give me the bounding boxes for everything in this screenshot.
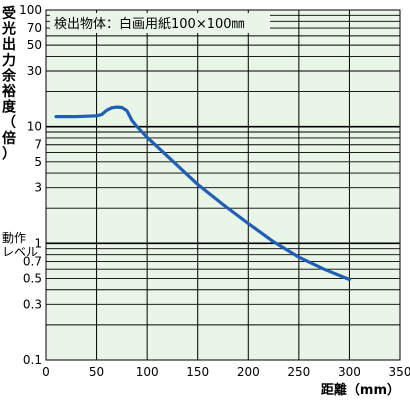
series-line <box>54 105 351 282</box>
y-tick-label: 7 <box>34 138 42 152</box>
y-axis-label-char: 余 <box>1 67 17 84</box>
x-tick-label: 50 <box>89 365 104 379</box>
y-tick-label: 0.3 <box>23 297 42 311</box>
y-tick-label: 3 <box>34 181 42 195</box>
y-axis-label-char: 受 <box>2 5 16 22</box>
x-tick-labels: 0 50 100 150 200 250 300 350 <box>42 365 410 379</box>
plot-background <box>46 10 400 360</box>
y-tick-label: 0.5 <box>23 271 42 285</box>
x-tick-label: 250 <box>287 365 310 379</box>
y-axis-label-char: 力 <box>2 52 16 69</box>
y-tick-label: 5 <box>34 155 42 169</box>
y-tick-label: 0.1 <box>23 353 42 367</box>
grid <box>46 10 400 360</box>
x-tick-label: 200 <box>237 365 260 379</box>
plot-frame <box>45 9 401 361</box>
y-tick-label: 50 <box>27 38 42 52</box>
y-axis-label-char: ） <box>2 146 16 162</box>
y-tick-label: 0.7 <box>23 254 42 268</box>
y-axis-label-char: 裕 <box>1 83 16 100</box>
y-tick-label: 100 <box>19 3 42 17</box>
y-axis-label-char: （ <box>2 115 16 131</box>
x-tick-label: 0 <box>42 365 50 379</box>
y-axis-label-char: 光 <box>1 21 16 38</box>
y-tick-label: 1 <box>34 236 42 250</box>
x-axis-label: 距離（mm） <box>321 382 400 398</box>
x-tick-label: 300 <box>338 365 361 379</box>
annotation: 検出物体：白画用紙100×100㎜ <box>50 13 270 33</box>
y-tick-labels: 100 70 50 30 10 7 5 3 1 0.7 0.5 0.3 0.1 <box>19 3 42 367</box>
operating-level-text: 動作 <box>2 231 26 245</box>
y-tick-label: 70 <box>27 21 42 35</box>
y-axis-label-char: 出 <box>2 36 16 53</box>
series-layer <box>54 105 351 282</box>
operating-level-text: レベル <box>2 245 38 259</box>
x-tick-label: 100 <box>136 365 159 379</box>
annotation-background <box>50 13 270 33</box>
y-tick-label: 30 <box>27 64 42 78</box>
annotation-text: 検出物体：白画用紙100×100㎜ <box>54 16 245 32</box>
y-tick-label: 10 <box>27 120 42 134</box>
x-tick-label: 350 <box>389 365 410 379</box>
y-axis-label-char: 度 <box>2 99 17 116</box>
y-axis-label-char: 倍 <box>2 130 16 147</box>
x-tick-label: 150 <box>186 365 209 379</box>
